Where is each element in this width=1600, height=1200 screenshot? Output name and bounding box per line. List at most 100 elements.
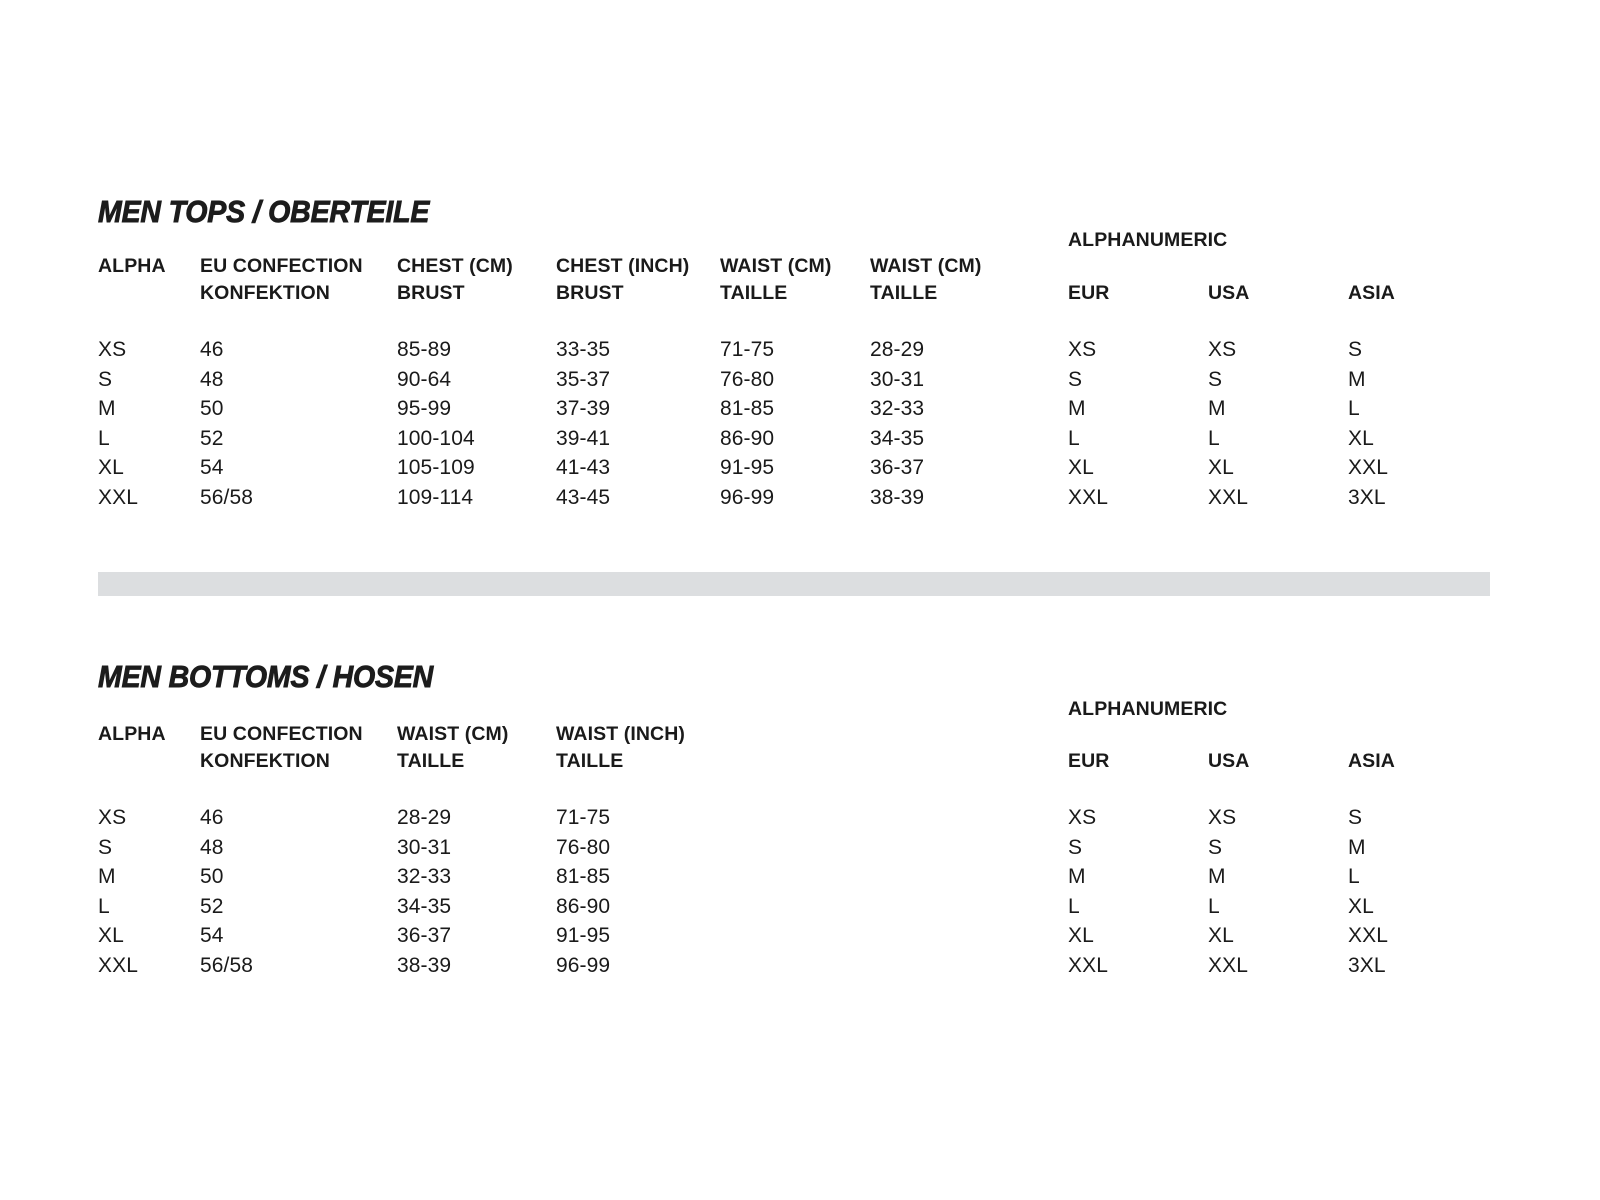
table-cell-men-tops-r1-c0: S (98, 367, 113, 391)
table-cell-men-bottoms-r3-c2: 34-35 (397, 894, 452, 918)
alphanumeric-header-men-bottoms-usa: USA (1208, 750, 1250, 772)
alphanumeric-cell-men-tops-r4-c1: XL (1208, 456, 1234, 480)
table-cell-men-tops-r3-c2: 100-104 (397, 426, 475, 450)
column-subheader-men-tops-5: TAILLE (870, 282, 938, 304)
table-cell-men-tops-r1-c4: 76-80 (720, 367, 775, 391)
table-cell-men-tops-r4-c3: 41-43 (556, 456, 611, 480)
alphanumeric-cell-men-bottoms-r1-c1: S (1208, 835, 1223, 859)
table-cell-men-tops-r1-c1: 48 (200, 367, 224, 391)
table-cell-men-tops-r0-c0: XS (98, 338, 127, 361)
alphanumeric-cell-men-bottoms-r0-c2: S (1348, 806, 1363, 829)
table-cell-men-tops-r5-c2: 109-114 (397, 486, 474, 509)
table-cell-men-tops-r5-c3: 43-45 (556, 486, 611, 509)
table-cell-men-bottoms-r3-c0: L (98, 894, 110, 918)
alphanumeric-cell-men-bottoms-r2-c1: M (1208, 865, 1226, 889)
table-cell-men-bottoms-r1-c2: 30-31 (397, 835, 452, 859)
column-subheader-men-bottoms-3: TAILLE (556, 750, 624, 772)
alphanumeric-cell-men-bottoms-r3-c2: XL (1348, 894, 1374, 918)
column-subheader-men-tops-4: TAILLE (720, 282, 788, 304)
table-cell-men-tops-r1-c5: 30-31 (870, 367, 925, 391)
section-divider-bar (98, 572, 1490, 596)
alphanumeric-cell-men-tops-r0-c0: XS (1068, 338, 1097, 361)
column-header-men-tops-2: CHEST (CM) (397, 255, 513, 277)
alphanumeric-cell-men-bottoms-r4-c0: XL (1068, 924, 1094, 948)
table-cell-men-bottoms-r4-c0: XL (98, 924, 124, 948)
alphanumeric-cell-men-bottoms-r1-c2: M (1348, 835, 1366, 859)
table-cell-men-bottoms-r2-c3: 81-85 (556, 865, 611, 889)
alphanumeric-cell-men-bottoms-r3-c0: L (1068, 894, 1080, 918)
table-cell-men-tops-r0-c1: 46 (200, 338, 224, 361)
table-cell-men-bottoms-r5-c2: 38-39 (397, 954, 452, 977)
column-subheader-men-tops-2: BRUST (397, 282, 465, 304)
table-cell-men-bottoms-r2-c2: 32-33 (397, 865, 452, 889)
table-cell-men-tops-r4-c2: 105-109 (397, 456, 475, 480)
alphanumeric-group-label-men-bottoms: ALPHANUMERIC (1068, 698, 1228, 720)
table-cell-men-bottoms-r1-c0: S (98, 835, 113, 859)
alphanumeric-cell-men-bottoms-r0-c0: XS (1068, 806, 1097, 829)
table-cell-men-bottoms-r4-c1: 54 (200, 924, 224, 948)
alphanumeric-cell-men-bottoms-r2-c2: L (1348, 865, 1360, 889)
column-subheader-men-bottoms-1: KONFEKTION (200, 750, 330, 772)
column-header-men-tops-5: WAIST (CM) (870, 255, 982, 277)
alphanumeric-cell-men-tops-r3-c1: L (1208, 426, 1220, 450)
column-header-men-bottoms-2: WAIST (CM) (397, 723, 509, 745)
table-cell-men-tops-r0-c3: 33-35 (556, 338, 611, 361)
column-header-men-tops-0: ALPHA (98, 255, 166, 277)
table-cell-men-bottoms-r4-c2: 36-37 (397, 924, 452, 948)
table-cell-men-tops-r1-c2: 90-64 (397, 367, 452, 391)
table-cell-men-tops-r1-c3: 35-37 (556, 367, 611, 391)
table-cell-men-tops-r0-c5: 28-29 (870, 338, 925, 361)
alphanumeric-cell-men-tops-r5-c1: XXL (1208, 486, 1248, 509)
column-subheader-men-tops-1: KONFEKTION (200, 282, 330, 304)
alphanumeric-header-men-tops-asia: ASIA (1348, 282, 1395, 304)
table-cell-men-tops-r2-c2: 95-99 (397, 397, 452, 421)
table-cell-men-bottoms-r5-c1: 56/58 (200, 954, 254, 977)
table-cell-men-tops-r4-c0: XL (98, 456, 124, 480)
alphanumeric-cell-men-tops-r3-c2: XL (1348, 426, 1374, 450)
table-cell-men-bottoms-r5-c0: XXL (98, 954, 138, 977)
alphanumeric-cell-men-tops-r1-c2: M (1348, 367, 1366, 391)
table-cell-men-tops-r3-c0: L (98, 426, 110, 450)
alphanumeric-group-label-men-tops: ALPHANUMERIC (1068, 229, 1228, 251)
alphanumeric-cell-men-tops-r3-c0: L (1068, 426, 1080, 450)
table-cell-men-bottoms-r1-c3: 76-80 (556, 835, 611, 859)
table-cell-men-bottoms-r0-c2: 28-29 (397, 806, 452, 829)
alphanumeric-cell-men-tops-r2-c0: M (1068, 397, 1086, 421)
column-header-men-bottoms-0: ALPHA (98, 723, 166, 745)
table-cell-men-tops-r2-c3: 37-39 (556, 397, 611, 421)
alphanumeric-cell-men-tops-r2-c1: M (1208, 397, 1226, 421)
alphanumeric-cell-men-tops-r5-c2: 3XL (1348, 486, 1386, 509)
table-cell-men-bottoms-r0-c3: 71-75 (556, 806, 611, 829)
alphanumeric-cell-men-bottoms-r3-c1: L (1208, 894, 1220, 918)
alphanumeric-cell-men-bottoms-r5-c1: XXL (1208, 954, 1248, 977)
table-cell-men-tops-r5-c4: 96-99 (720, 486, 775, 509)
alphanumeric-cell-men-bottoms-r1-c0: S (1068, 835, 1083, 859)
table-cell-men-tops-r5-c1: 56/58 (200, 486, 254, 509)
alphanumeric-cell-men-tops-r1-c1: S (1208, 367, 1223, 391)
table-cell-men-tops-r2-c5: 32-33 (870, 397, 925, 421)
table-cell-men-tops-r5-c0: XXL (98, 486, 138, 509)
alphanumeric-cell-men-bottoms-r5-c2: 3XL (1348, 954, 1386, 977)
alphanumeric-cell-men-bottoms-r5-c0: XXL (1068, 954, 1108, 977)
alphanumeric-header-men-tops-eur: EUR (1068, 282, 1110, 304)
alphanumeric-cell-men-bottoms-r2-c0: M (1068, 865, 1086, 889)
table-cell-men-tops-r2-c0: M (98, 397, 116, 421)
table-cell-men-bottoms-r0-c1: 46 (200, 806, 224, 829)
column-header-men-bottoms-1: EU CONFECTION (200, 723, 363, 745)
section-title-men-bottoms: MEN BOTTOMS / HOSEN (98, 659, 434, 695)
table-cell-men-tops-r2-c1: 50 (200, 397, 224, 421)
table-cell-men-tops-r0-c2: 85-89 (397, 338, 452, 361)
column-header-men-tops-4: WAIST (CM) (720, 255, 832, 277)
column-subheader-men-bottoms-2: TAILLE (397, 750, 465, 772)
alphanumeric-cell-men-tops-r0-c2: S (1348, 338, 1363, 361)
table-cell-men-tops-r3-c4: 86-90 (720, 426, 775, 450)
alphanumeric-header-men-bottoms-asia: ASIA (1348, 750, 1395, 772)
alphanumeric-cell-men-tops-r1-c0: S (1068, 367, 1083, 391)
table-cell-men-tops-r4-c4: 91-95 (720, 456, 775, 480)
column-header-men-tops-3: CHEST (INCH) (556, 255, 690, 277)
table-cell-men-bottoms-r3-c3: 86-90 (556, 894, 611, 918)
alphanumeric-header-men-tops-usa: USA (1208, 282, 1250, 304)
table-cell-men-tops-r5-c5: 38-39 (870, 486, 925, 509)
table-cell-men-bottoms-r4-c3: 91-95 (556, 924, 611, 948)
